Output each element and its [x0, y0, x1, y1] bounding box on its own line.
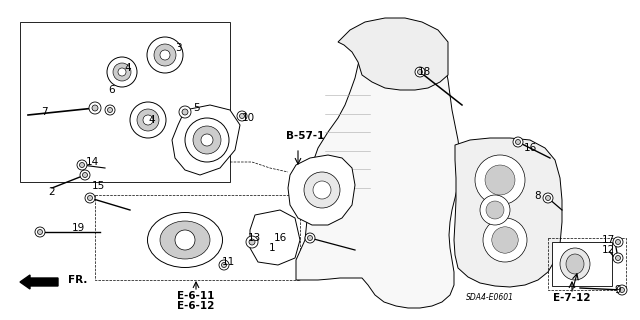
- Text: E-6-12: E-6-12: [177, 301, 214, 311]
- Bar: [548, 238, 626, 290]
- Polygon shape: [172, 105, 240, 175]
- Circle shape: [154, 44, 176, 66]
- Circle shape: [193, 126, 221, 154]
- Circle shape: [147, 37, 183, 73]
- Text: 1: 1: [269, 243, 275, 253]
- Text: 18: 18: [417, 67, 431, 77]
- Circle shape: [160, 50, 170, 60]
- Circle shape: [130, 102, 166, 138]
- Bar: [95, 195, 300, 280]
- Circle shape: [483, 218, 527, 262]
- Polygon shape: [288, 155, 355, 225]
- Circle shape: [107, 57, 137, 87]
- Text: 3: 3: [175, 43, 181, 53]
- Circle shape: [182, 109, 188, 115]
- Circle shape: [305, 233, 315, 243]
- Circle shape: [249, 239, 255, 245]
- Circle shape: [179, 106, 191, 118]
- Circle shape: [219, 260, 229, 270]
- Circle shape: [480, 195, 510, 225]
- Polygon shape: [454, 138, 562, 287]
- Circle shape: [304, 172, 340, 208]
- Circle shape: [137, 109, 159, 131]
- Circle shape: [89, 102, 101, 114]
- Circle shape: [617, 285, 627, 295]
- Ellipse shape: [560, 248, 590, 280]
- Circle shape: [113, 63, 131, 81]
- Text: 19: 19: [72, 223, 84, 233]
- Circle shape: [38, 229, 42, 235]
- Text: 2: 2: [49, 187, 55, 197]
- Text: FR.: FR.: [68, 275, 88, 285]
- Circle shape: [486, 201, 504, 219]
- Text: 17: 17: [602, 235, 614, 245]
- Text: 14: 14: [85, 157, 99, 167]
- Circle shape: [616, 239, 621, 244]
- Polygon shape: [296, 28, 460, 308]
- Circle shape: [35, 227, 45, 237]
- Text: B-57-1: B-57-1: [286, 131, 324, 141]
- Circle shape: [185, 118, 229, 162]
- Text: 10: 10: [241, 113, 255, 123]
- Circle shape: [417, 69, 422, 75]
- Text: 16: 16: [524, 143, 536, 153]
- Text: 15: 15: [92, 181, 104, 191]
- Polygon shape: [250, 210, 300, 265]
- Text: 6: 6: [109, 85, 115, 95]
- Circle shape: [485, 165, 515, 195]
- Text: E-7-12: E-7-12: [553, 293, 591, 303]
- Circle shape: [616, 255, 621, 260]
- Text: 4: 4: [125, 63, 131, 73]
- Text: 13: 13: [248, 233, 260, 243]
- Ellipse shape: [160, 221, 210, 259]
- Bar: [20, 22, 230, 182]
- Circle shape: [246, 236, 258, 248]
- Circle shape: [80, 170, 90, 180]
- Circle shape: [79, 163, 84, 167]
- Circle shape: [492, 227, 518, 253]
- Text: E-6-11: E-6-11: [177, 291, 214, 301]
- Circle shape: [237, 111, 247, 121]
- Circle shape: [613, 237, 623, 247]
- Circle shape: [475, 155, 525, 205]
- Circle shape: [143, 115, 153, 125]
- Circle shape: [545, 196, 550, 201]
- Circle shape: [92, 105, 98, 111]
- Circle shape: [85, 193, 95, 203]
- Circle shape: [307, 236, 312, 241]
- Circle shape: [83, 172, 88, 178]
- Circle shape: [313, 181, 331, 199]
- FancyArrow shape: [20, 275, 58, 289]
- Circle shape: [221, 262, 227, 268]
- Circle shape: [108, 108, 113, 113]
- Circle shape: [613, 253, 623, 263]
- Text: 5: 5: [193, 103, 199, 113]
- Circle shape: [415, 67, 425, 77]
- Text: 8: 8: [534, 191, 541, 201]
- Text: 7: 7: [41, 107, 47, 117]
- Circle shape: [515, 140, 520, 145]
- Circle shape: [175, 230, 195, 250]
- Circle shape: [543, 193, 553, 203]
- Circle shape: [88, 196, 93, 201]
- Text: 4: 4: [148, 115, 156, 125]
- Ellipse shape: [566, 254, 584, 274]
- Circle shape: [513, 137, 523, 147]
- Circle shape: [105, 105, 115, 115]
- Bar: [552, 242, 612, 286]
- Circle shape: [201, 134, 213, 146]
- Circle shape: [620, 287, 625, 292]
- Text: 12: 12: [602, 245, 614, 255]
- Circle shape: [77, 160, 87, 170]
- Circle shape: [239, 114, 244, 118]
- Text: 16: 16: [273, 233, 287, 243]
- Ellipse shape: [147, 212, 223, 268]
- Text: 11: 11: [221, 257, 235, 267]
- Polygon shape: [338, 18, 448, 90]
- Circle shape: [118, 68, 126, 76]
- Text: 9: 9: [614, 285, 621, 295]
- Text: SDA4-E0601: SDA4-E0601: [466, 293, 514, 302]
